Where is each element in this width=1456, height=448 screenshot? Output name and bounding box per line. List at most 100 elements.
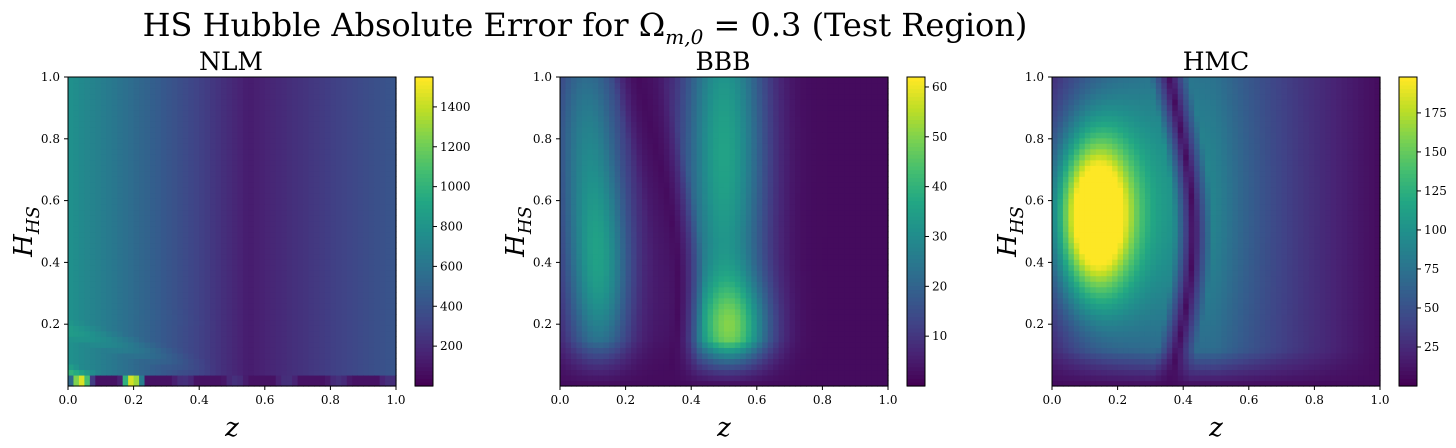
heatmap-cell bbox=[177, 82, 184, 89]
heatmap-cell bbox=[614, 143, 621, 150]
heatmap-cell bbox=[237, 88, 244, 95]
heatmap-cell bbox=[106, 148, 113, 155]
heatmap-cell bbox=[215, 303, 222, 310]
heatmap-cell bbox=[210, 126, 217, 133]
heatmap-cell bbox=[166, 154, 173, 161]
heatmap-cell bbox=[357, 148, 364, 155]
heatmap-cell bbox=[614, 292, 621, 299]
heatmap-cell bbox=[204, 319, 211, 326]
heatmap-cell bbox=[346, 319, 353, 326]
heatmap-cell bbox=[658, 99, 665, 106]
heatmap-cell bbox=[669, 281, 676, 288]
heatmap-cell bbox=[620, 330, 627, 337]
heatmap-cell bbox=[270, 225, 277, 233]
heatmap-cell bbox=[642, 132, 649, 139]
heatmap-cell bbox=[259, 225, 266, 233]
heatmap-cell bbox=[133, 308, 140, 315]
heatmap-cell bbox=[368, 192, 375, 199]
heatmap-cell bbox=[592, 380, 599, 387]
heatmap-cell bbox=[242, 126, 249, 133]
heatmap-cell bbox=[620, 159, 627, 166]
heatmap-cell bbox=[581, 358, 588, 365]
heatmap-cell bbox=[598, 198, 605, 205]
heatmap-cell bbox=[702, 352, 709, 360]
heatmap-cell bbox=[215, 286, 222, 293]
heatmap-cell bbox=[264, 115, 271, 122]
heatmap-cell bbox=[609, 181, 616, 188]
heatmap-cell bbox=[702, 220, 709, 227]
heatmap-cell bbox=[139, 132, 146, 139]
heatmap-cell bbox=[614, 203, 621, 211]
heatmap-cell bbox=[221, 369, 228, 376]
heatmap-cell bbox=[117, 121, 124, 128]
heatmap-cell bbox=[237, 248, 244, 255]
heatmap-cell bbox=[674, 242, 681, 249]
heatmap-cell bbox=[647, 237, 654, 244]
heatmap-cell bbox=[576, 88, 583, 95]
heatmap-cell bbox=[319, 358, 326, 365]
heatmap-cell bbox=[565, 115, 572, 122]
heatmap-cell bbox=[663, 264, 670, 271]
heatmap-cell bbox=[335, 121, 342, 128]
heatmap-cell bbox=[286, 352, 293, 360]
heatmap-cell bbox=[603, 225, 610, 233]
heatmap-cell bbox=[390, 352, 397, 360]
heatmap-cell bbox=[133, 126, 140, 133]
heatmap-cell bbox=[177, 121, 184, 128]
heatmap-cell bbox=[702, 308, 709, 315]
axes-frame bbox=[67, 76, 397, 387]
heatmap-cell bbox=[576, 121, 583, 128]
heatmap-cell bbox=[346, 259, 353, 266]
heatmap-cell bbox=[324, 220, 331, 227]
heatmap-cell bbox=[352, 132, 359, 139]
heatmap-cell bbox=[346, 198, 353, 205]
heatmap-cell bbox=[609, 104, 616, 111]
heatmap-cell bbox=[221, 237, 228, 244]
heatmap-cell bbox=[685, 231, 692, 238]
heatmap-cell bbox=[253, 325, 260, 332]
heatmap-cell bbox=[658, 104, 665, 111]
heatmap-cell bbox=[631, 115, 638, 122]
heatmap-cell bbox=[363, 99, 370, 106]
heatmap-cell bbox=[155, 286, 162, 293]
heatmap-cell bbox=[674, 374, 681, 382]
heatmap-cell bbox=[281, 231, 288, 238]
heatmap-cell bbox=[696, 170, 703, 177]
heatmap-cell bbox=[237, 77, 244, 84]
heatmap-cell bbox=[625, 303, 632, 310]
heatmap-cell bbox=[270, 330, 277, 337]
colorbar-segment bbox=[415, 204, 433, 209]
heatmap-cell bbox=[363, 352, 370, 360]
heatmap-cell bbox=[68, 347, 75, 354]
heatmap-cell bbox=[242, 137, 249, 144]
heatmap-cell bbox=[669, 380, 676, 387]
colorbar-segment bbox=[415, 308, 433, 314]
heatmap-cell bbox=[691, 242, 698, 249]
heatmap-cell bbox=[177, 281, 184, 288]
heatmap-cell bbox=[625, 286, 632, 293]
heatmap-cell bbox=[270, 297, 277, 304]
heatmap-cell bbox=[330, 325, 337, 332]
heatmap-cell bbox=[95, 237, 102, 244]
heatmap-cell bbox=[215, 143, 222, 150]
heatmap-cell bbox=[155, 93, 162, 100]
heatmap-cell bbox=[303, 264, 310, 271]
heatmap-cell bbox=[78, 181, 85, 188]
heatmap-cell bbox=[691, 104, 698, 111]
heatmap-cell bbox=[368, 148, 375, 155]
heatmap-cell bbox=[603, 336, 610, 343]
heatmap-cell bbox=[100, 181, 107, 188]
heatmap-cell bbox=[352, 314, 359, 321]
heatmap-cell bbox=[188, 159, 195, 166]
heatmap-cell bbox=[139, 341, 146, 348]
heatmap-cell bbox=[139, 259, 146, 266]
heatmap-cell bbox=[357, 181, 364, 188]
heatmap-cell bbox=[221, 330, 228, 337]
heatmap-cell bbox=[314, 248, 321, 255]
heatmap-cell bbox=[275, 154, 282, 161]
heatmap-cell bbox=[155, 297, 162, 304]
heatmap-cell bbox=[642, 93, 649, 100]
heatmap-cell bbox=[166, 325, 173, 332]
heatmap-cell bbox=[669, 259, 676, 266]
heatmap-cell bbox=[111, 198, 118, 205]
